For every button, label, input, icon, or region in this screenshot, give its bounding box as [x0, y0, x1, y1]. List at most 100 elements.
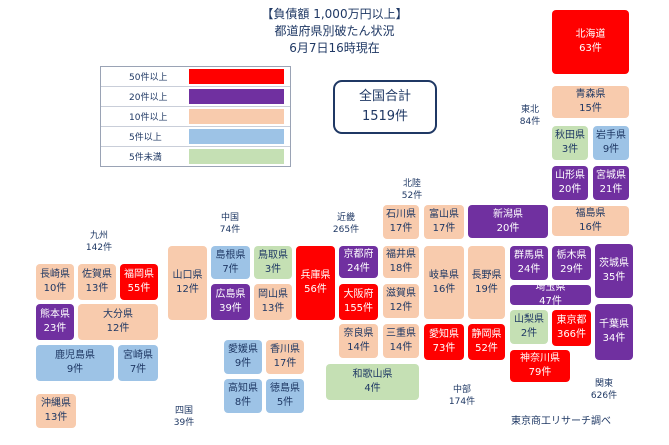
pref-name: 高知県: [228, 383, 258, 394]
pref-count: 55件: [127, 283, 151, 294]
national-total-label: 全国合計: [358, 89, 411, 104]
pref-count: 3件: [561, 144, 579, 155]
pref-count: 17件: [273, 358, 297, 369]
legend-item: 20件以上: [101, 87, 290, 107]
pref-yamaguchi: 山口県 12件: [168, 246, 207, 320]
region-name: 近畿: [336, 213, 355, 223]
pref-name: 広島県: [215, 289, 246, 300]
region-name: 北陸: [402, 179, 421, 189]
pref-hiroshima: 広島県 39件: [211, 284, 250, 320]
pref-nagano: 長野県 19件: [468, 246, 505, 319]
pref-yamagata: 山形県 20件: [552, 166, 588, 200]
pref-count: 12件: [389, 302, 413, 313]
pref-name: 鳥取県: [258, 249, 288, 261]
pref-name: 長崎県: [40, 269, 70, 280]
pref-gifu: 岐阜県 16件: [424, 246, 464, 319]
region-count: 142件: [85, 243, 113, 253]
legend-swatch: [189, 69, 284, 84]
legend-label: 5件未満: [129, 153, 162, 163]
pref-count: 2件: [520, 328, 538, 339]
pref-name: 北海道: [575, 29, 606, 40]
pref-name: 大阪府: [343, 289, 374, 300]
pref-name: 沖縄県: [41, 398, 71, 409]
legend-label: 20件以上: [129, 93, 168, 103]
pref-fukui: 福井県 18件: [383, 246, 419, 278]
pref-saga: 佐賀県 13件: [78, 264, 116, 300]
pref-count: 16件: [432, 283, 456, 295]
pref-name: 京都府: [343, 249, 374, 260]
pref-count: 9件: [602, 144, 620, 155]
pref-name: 鹿児島県: [55, 350, 95, 361]
pref-shiga: 滋賀県 12件: [383, 284, 419, 318]
pref-name: 佐賀県: [82, 269, 112, 280]
pref-count: 20件: [558, 184, 582, 195]
legend-label: 10件以上: [129, 113, 168, 123]
pref-kyoto: 京都府 24件: [339, 246, 378, 278]
pref-count: 3件: [264, 263, 282, 275]
pref-count: 52件: [475, 343, 498, 354]
pref-count: 20件: [496, 222, 520, 234]
pref-name: 茨城県: [599, 258, 629, 269]
pref-count: 9件: [66, 364, 84, 375]
legend-label: 50件以上: [129, 73, 168, 83]
pref-count: 12件: [176, 284, 199, 295]
region-name: 中部: [452, 385, 471, 395]
pref-count: 23件: [43, 323, 67, 334]
pref-name: 埼玉県: [535, 282, 566, 293]
pref-miyazaki: 宮崎県 7件: [118, 345, 158, 381]
pref-ibaraki: 茨城県 35件: [595, 244, 633, 298]
pref-count: 16件: [579, 222, 602, 233]
pref-count: 14件: [389, 342, 413, 353]
pref-name: 青森県: [575, 89, 606, 100]
pref-tochigi: 栃木県 29件: [552, 246, 591, 280]
region-count: 626件: [590, 391, 618, 401]
title-line-3: 6月7日16時現在: [289, 41, 380, 55]
region-count: 265件: [332, 225, 360, 235]
title-line-2: 都道府県別破たん状況: [274, 24, 395, 38]
pref-count: 19件: [475, 283, 498, 295]
pref-name: 徳島県: [270, 383, 300, 394]
region-count: 52件: [401, 191, 423, 201]
region-name: 東北: [520, 105, 539, 115]
region-chubu: 中部 174件: [440, 384, 484, 408]
pref-name: 愛知県: [429, 329, 459, 340]
region-name: 中国: [220, 213, 239, 223]
pref-count: 34件: [602, 333, 626, 344]
pref-name: 静岡県: [471, 329, 502, 340]
pref-kagawa: 香川県 17件: [266, 340, 304, 374]
pref-shimane: 島根県 7件: [211, 246, 250, 279]
pref-nara: 奈良県 14件: [339, 324, 378, 358]
pref-iwate: 岩手県 9件: [593, 126, 629, 160]
region-count: 39件: [173, 418, 195, 428]
pref-name: 群馬県: [514, 250, 544, 261]
pref-osaka: 大阪府 155件: [339, 284, 378, 320]
pref-shizuoka: 静岡県 52件: [468, 324, 505, 360]
pref-akita: 秋田県 3件: [552, 126, 588, 160]
pref-name: 滋賀県: [386, 288, 416, 299]
pref-hyogo: 兵庫県 56件: [296, 246, 335, 320]
region-chugoku: 中国 74件: [208, 212, 252, 236]
pref-count: 7件: [222, 263, 239, 275]
pref-name: 富山県: [429, 209, 459, 220]
pref-wakayama: 和歌山県 4件: [326, 364, 419, 400]
legend-swatch: [189, 149, 284, 164]
legend-item: 5件以上: [101, 127, 290, 147]
region-hokuriku: 北陸 52件: [390, 178, 434, 202]
pref-name: 秋田県: [555, 130, 585, 141]
national-total-value: 1519件: [361, 109, 409, 124]
pref-name: 岩手県: [596, 130, 626, 141]
pref-name: 千葉県: [599, 319, 629, 330]
pref-tottori: 鳥取県 3件: [254, 246, 292, 279]
pref-count: 79件: [528, 367, 552, 378]
pref-count: 14件: [347, 342, 370, 353]
pref-count: 17件: [432, 223, 456, 234]
pref-count: 47件: [539, 296, 562, 307]
pref-count: 63件: [579, 43, 602, 54]
pref-tokushima: 徳島県 5件: [266, 379, 304, 413]
pref-name: 山梨県: [514, 314, 544, 325]
pref-count: 155件: [343, 303, 374, 314]
legend-label: 5件以上: [129, 133, 162, 143]
pref-count: 15件: [579, 103, 602, 114]
region-shikoku: 四国 39件: [162, 405, 206, 429]
pref-chiba: 千葉県 34件: [595, 304, 633, 360]
